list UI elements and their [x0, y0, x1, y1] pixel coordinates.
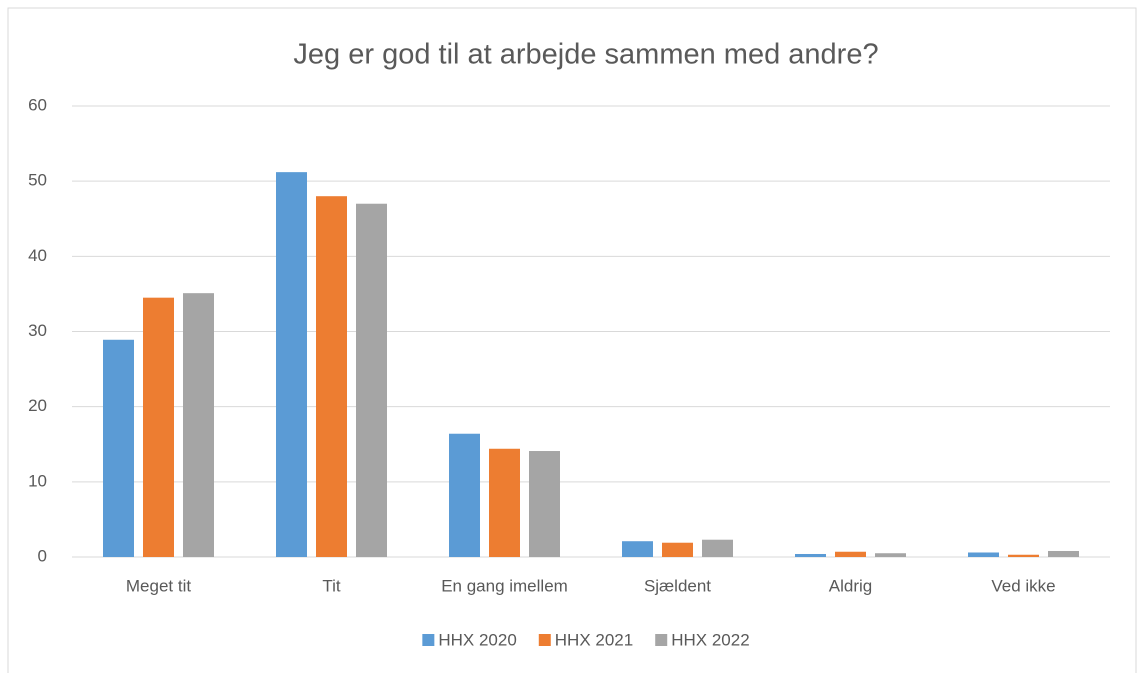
bar: [622, 541, 653, 557]
x-tick-label: Ved ikke: [991, 576, 1055, 595]
x-tick-label: Sjældent: [644, 576, 711, 595]
bar: [276, 172, 307, 557]
y-tick-label: 40: [28, 246, 47, 265]
y-tick-label: 60: [28, 95, 47, 114]
legend-swatch: [538, 634, 551, 646]
bar: [795, 553, 826, 557]
x-tick-label: Aldrig: [829, 576, 872, 595]
bar: [356, 203, 387, 557]
y-tick-label: 10: [28, 471, 47, 490]
x-tick-label: En gang imellem: [441, 576, 568, 595]
chart-title: Jeg er god til at arbejde sammen med and…: [293, 39, 878, 71]
x-tick-label: Tit: [322, 576, 341, 595]
bar: [835, 551, 866, 557]
bar: [529, 451, 560, 557]
chart-frame: [7, 7, 1137, 673]
bar: [143, 297, 174, 557]
bar: [662, 542, 693, 557]
bar: [875, 553, 906, 557]
y-tick-label: 30: [28, 321, 47, 340]
y-tick-label: 0: [38, 546, 47, 565]
y-tick-label: 50: [28, 171, 47, 190]
legend-label: HHX 2022: [671, 630, 749, 649]
bar: [1008, 554, 1039, 557]
bar: [1048, 550, 1079, 557]
x-tick-label: Meget tit: [126, 576, 191, 595]
legend-swatch: [655, 634, 668, 646]
bar: [489, 448, 520, 557]
bar: [702, 539, 733, 557]
bar: [103, 339, 134, 557]
bar: [449, 433, 480, 557]
legend-label: HHX 2020: [438, 630, 516, 649]
y-tick-label: 20: [28, 396, 47, 415]
legend-label: HHX 2021: [555, 630, 633, 649]
legend-swatch: [422, 634, 435, 646]
bar: [968, 552, 999, 557]
bar: [316, 196, 347, 557]
bar: [183, 293, 214, 557]
